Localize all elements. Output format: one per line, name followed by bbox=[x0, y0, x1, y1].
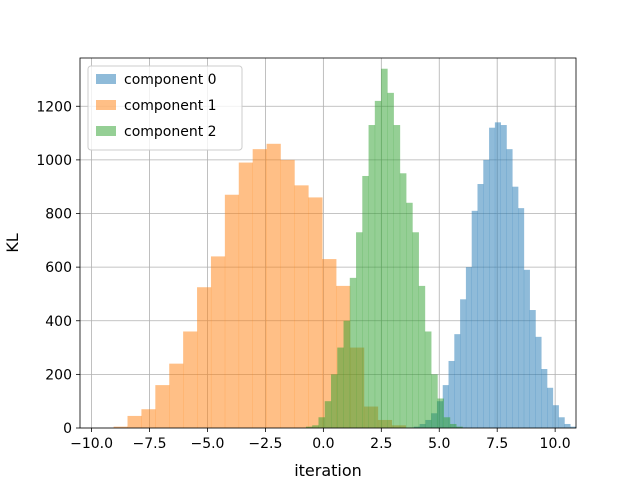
y-axis-label: KL bbox=[3, 233, 22, 252]
bar bbox=[305, 426, 313, 428]
legend-label-component-1: component 1 bbox=[124, 98, 217, 114]
bar bbox=[506, 149, 513, 428]
y-tick-label: 1000 bbox=[36, 153, 72, 169]
x-tick-label: 7.5 bbox=[486, 436, 508, 452]
legend-label-component-0: component 0 bbox=[124, 72, 217, 88]
legend-swatch-component-1 bbox=[96, 100, 116, 110]
bar bbox=[343, 320, 351, 428]
bar bbox=[197, 287, 212, 428]
bar bbox=[280, 159, 295, 428]
bars bbox=[113, 68, 577, 428]
bar bbox=[113, 426, 128, 428]
y-tick-label: 200 bbox=[45, 367, 72, 383]
bar bbox=[337, 347, 344, 428]
bar bbox=[541, 369, 548, 428]
x-tick-label: 0.0 bbox=[312, 436, 334, 452]
bar bbox=[318, 417, 326, 428]
bar bbox=[558, 417, 565, 428]
bar bbox=[141, 409, 156, 428]
bar bbox=[449, 423, 457, 428]
bar bbox=[210, 256, 226, 428]
y-tick-label: 800 bbox=[45, 207, 72, 223]
x-tick-label: 10.0 bbox=[540, 436, 571, 452]
bar bbox=[294, 185, 309, 428]
x-axis-label: iteration bbox=[294, 461, 362, 480]
legend-swatch-component-0 bbox=[96, 74, 116, 84]
bar bbox=[331, 374, 338, 428]
bar bbox=[368, 125, 376, 428]
y-axis: 0 200 400 600 800 1000 1200 bbox=[36, 99, 80, 437]
series-component-0 bbox=[413, 122, 577, 428]
legend-label-component-2: component 2 bbox=[124, 124, 217, 140]
bar bbox=[500, 125, 507, 428]
bar bbox=[529, 310, 536, 428]
bar bbox=[412, 232, 419, 428]
bar bbox=[494, 122, 501, 428]
bar bbox=[127, 415, 142, 428]
bar bbox=[454, 334, 461, 428]
bar bbox=[443, 417, 451, 428]
bar bbox=[535, 336, 542, 428]
x-tick-label: 5.0 bbox=[428, 436, 450, 452]
bar bbox=[570, 426, 577, 428]
bar bbox=[356, 232, 363, 428]
bar bbox=[431, 374, 438, 428]
bar bbox=[489, 127, 496, 428]
bar bbox=[518, 208, 525, 428]
bar bbox=[349, 277, 357, 428]
bar bbox=[238, 162, 253, 428]
bar bbox=[362, 175, 369, 428]
bar bbox=[477, 184, 484, 428]
series-component-2 bbox=[305, 68, 463, 428]
legend-swatch-component-2 bbox=[96, 126, 116, 136]
bar bbox=[324, 401, 332, 428]
bar bbox=[424, 331, 432, 428]
bar bbox=[224, 194, 240, 428]
bar bbox=[183, 331, 198, 428]
bar bbox=[523, 269, 530, 428]
bar bbox=[564, 423, 571, 428]
bar bbox=[547, 387, 554, 428]
bar bbox=[387, 92, 394, 428]
x-tick-label: −5.0 bbox=[190, 436, 224, 452]
bar bbox=[374, 100, 382, 428]
bar bbox=[169, 363, 184, 428]
x-axis: −10.0 −7.5 −5.0 −2.5 0.0 2.5 5.0 7.5 10.0 bbox=[70, 428, 571, 452]
bar bbox=[312, 425, 319, 428]
bar bbox=[393, 125, 401, 428]
bar bbox=[448, 360, 455, 428]
y-tick-label: 600 bbox=[45, 260, 72, 276]
bar bbox=[483, 159, 490, 428]
bar bbox=[552, 405, 559, 428]
bar bbox=[399, 173, 407, 428]
bar bbox=[471, 210, 478, 428]
legend: component 0 component 1 component 2 bbox=[87, 65, 243, 151]
y-tick-label: 0 bbox=[63, 421, 72, 437]
bar bbox=[266, 143, 281, 428]
bar bbox=[155, 385, 170, 428]
y-tick-label: 400 bbox=[45, 314, 72, 330]
bar bbox=[460, 299, 467, 428]
bar bbox=[418, 285, 426, 428]
bar bbox=[465, 267, 473, 428]
bar bbox=[406, 202, 413, 428]
x-tick-label: −7.5 bbox=[133, 436, 167, 452]
bar bbox=[381, 68, 388, 428]
x-tick-label: −2.5 bbox=[248, 436, 282, 452]
plot-frame bbox=[79, 57, 577, 429]
bar bbox=[442, 385, 449, 428]
y-tick-label: 1200 bbox=[36, 99, 72, 115]
legend-box bbox=[87, 65, 243, 151]
bar bbox=[512, 186, 519, 428]
x-tick-label: 2.5 bbox=[370, 436, 392, 452]
bar bbox=[437, 398, 444, 428]
bar bbox=[252, 149, 267, 428]
bar bbox=[456, 426, 463, 428]
bar bbox=[308, 197, 323, 428]
x-tick-label: −10.0 bbox=[70, 436, 113, 452]
